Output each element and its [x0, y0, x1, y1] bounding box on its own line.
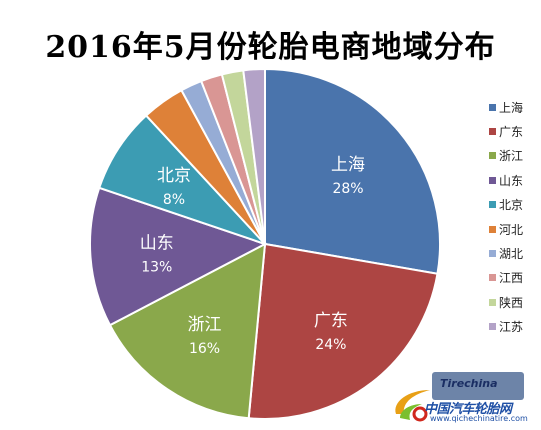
- legend-swatch: [489, 323, 496, 331]
- legend-label: 江苏: [499, 320, 524, 335]
- legend-label: 山东: [499, 173, 524, 188]
- slice-category-label: 上海: [331, 155, 365, 175]
- legend-label: 上海: [499, 100, 524, 115]
- legend-item: 江西: [489, 266, 541, 290]
- legend-item: 北京: [489, 193, 541, 217]
- legend-label: 北京: [499, 198, 524, 213]
- watermark-badge: [432, 372, 524, 400]
- legend-item: 浙江: [489, 144, 541, 168]
- watermark-site-name: 中国汽车轮胎网: [424, 402, 512, 417]
- pie-slice-2: [247, 242, 439, 420]
- swoosh-icon: [395, 390, 430, 422]
- legend-item: 河北: [489, 217, 541, 241]
- legend-label: 广东: [499, 125, 524, 140]
- legend-item: 上海: [489, 95, 541, 119]
- legend-swatch: [489, 128, 496, 136]
- slice-value-label: 13%: [141, 259, 172, 275]
- legend-item: 山东: [489, 168, 541, 192]
- slice-value-label: 24%: [315, 337, 346, 353]
- legend-label: 河北: [499, 222, 524, 237]
- slice-value-label: 8%: [163, 192, 185, 208]
- slice-category-label: 广东: [314, 311, 348, 331]
- watermark-badge-text: Tirechina: [440, 377, 498, 390]
- legend-swatch: [489, 103, 496, 111]
- slice-category-label: 浙江: [188, 315, 222, 335]
- slice-value-label: 28%: [332, 181, 363, 197]
- chart-title: 2016年5月份轮胎电商地域分布: [45, 30, 496, 65]
- slice-category-label: 北京: [157, 166, 191, 186]
- pie-slice-4: [89, 186, 268, 327]
- legend-swatch: [489, 274, 496, 282]
- legend-item: 广东: [489, 119, 541, 143]
- pie-slice-10: [242, 67, 266, 245]
- legend-swatch: [489, 201, 496, 209]
- slice-value-label: 16%: [189, 341, 220, 357]
- legend-swatch: [489, 298, 496, 306]
- pie-slice-1: [264, 67, 441, 275]
- legend-swatch: [489, 225, 496, 233]
- slice-category-label: 山东: [140, 233, 174, 253]
- legend-swatch: [489, 176, 496, 184]
- legend: 上海广东浙江山东北京河北湖北江西陕西江苏: [489, 95, 541, 339]
- legend-swatch: [489, 250, 496, 258]
- legend-label: 陕西: [499, 295, 524, 310]
- watermark-logo: Tirechina 中国汽车轮胎网 www.qichechinatire.com: [388, 370, 538, 426]
- legend-label: 湖北: [499, 247, 524, 262]
- legend-swatch: [489, 152, 496, 160]
- legend-item: 陕西: [489, 290, 541, 314]
- pie-slice-3: [108, 242, 267, 420]
- legend-item: 江苏: [489, 315, 541, 339]
- watermark-url: www.qichechinatire.com: [430, 414, 528, 423]
- legend-item: 湖北: [489, 241, 541, 265]
- legend-label: 江西: [499, 271, 524, 286]
- legend-label: 浙江: [499, 149, 524, 164]
